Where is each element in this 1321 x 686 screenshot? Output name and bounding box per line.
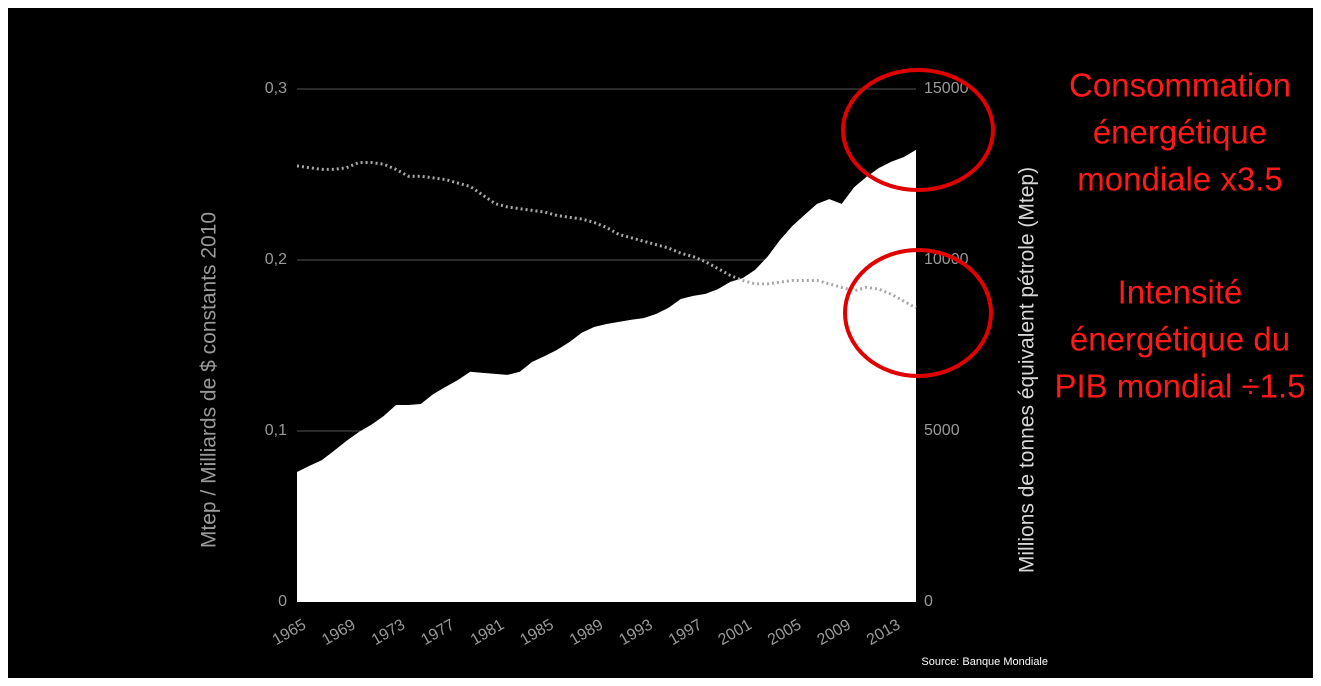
y2-tick-label: 15000 bbox=[924, 80, 969, 97]
y-tick-label: 0,2 bbox=[265, 251, 287, 268]
line bbox=[296, 161, 917, 310]
area bbox=[297, 149, 916, 602]
annotation: Consommation bbox=[1069, 67, 1291, 104]
y-tick-label: 0,1 bbox=[265, 422, 287, 439]
y2-axis-title: Millions de tonnes équivalent pétrole (M… bbox=[1016, 167, 1039, 573]
y2-tick-label: 5000 bbox=[924, 422, 960, 439]
highlight-ellipse bbox=[843, 248, 993, 378]
annotation: mondiale x3.5 bbox=[1077, 161, 1282, 198]
annotation: énergétique bbox=[1093, 114, 1267, 151]
y-axis-title: Mtep / Milliards de $ constants 2010 bbox=[198, 212, 221, 548]
highlight-ellipse bbox=[841, 68, 995, 192]
y-tick-label: 0,3 bbox=[265, 80, 287, 97]
source: Source: Banque Mondiale bbox=[921, 656, 1048, 668]
y2-tick-label: 10000 bbox=[924, 251, 969, 268]
y-tick-label: 0 bbox=[278, 593, 287, 610]
annotation: PIB mondial ÷1.5 bbox=[1054, 368, 1305, 405]
y2-tick-label: 0 bbox=[924, 593, 933, 610]
annotation: Intensité bbox=[1118, 274, 1243, 311]
annotation: énergétique du bbox=[1070, 321, 1290, 358]
